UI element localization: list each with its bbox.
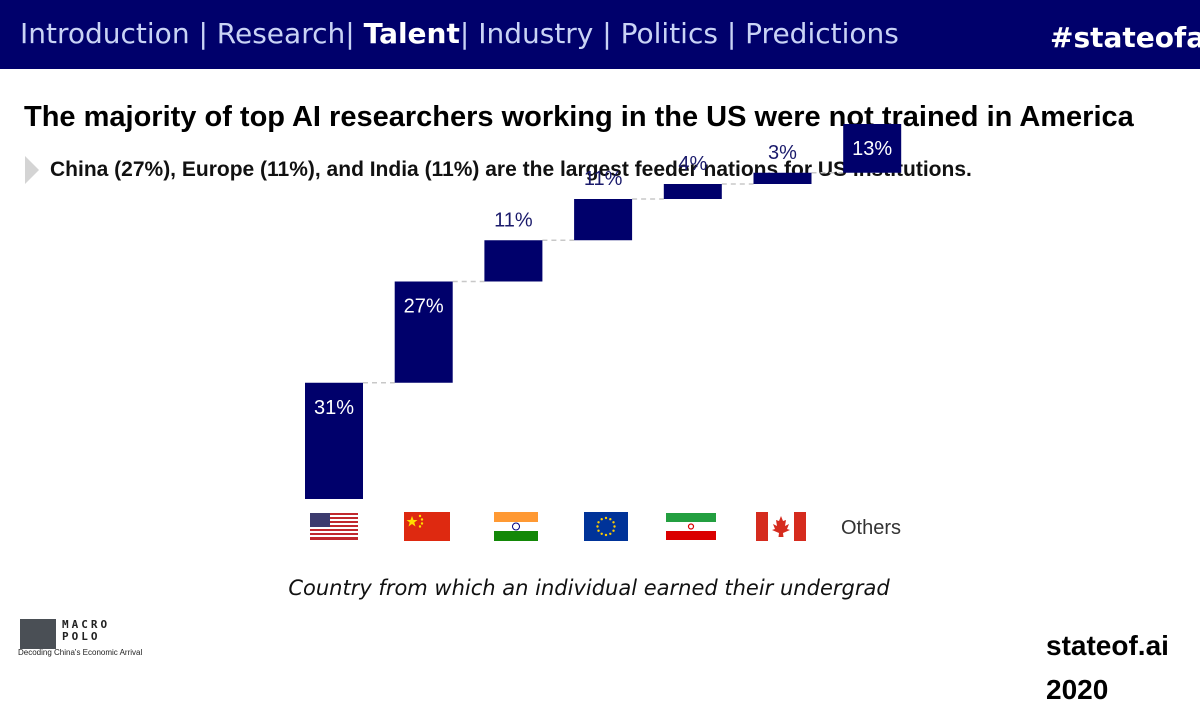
bars bbox=[305, 124, 902, 499]
value-label-china: 27% bbox=[404, 296, 444, 318]
nav-item-talent[interactable]: Talent bbox=[363, 17, 460, 50]
nav-item-research[interactable]: Research bbox=[216, 17, 346, 50]
eu-flag-icon bbox=[584, 512, 628, 541]
value-label-india: 11% bbox=[494, 209, 533, 231]
nav-item-introduction[interactable]: Introduction | bbox=[20, 17, 217, 50]
nav-item-rest[interactable]: | Industry | Politics | Predictions bbox=[459, 17, 899, 50]
logo-mark-icon bbox=[20, 619, 56, 649]
value-label-united-states: 31% bbox=[314, 397, 354, 419]
slide-subtitle: China (27%), Europe (11%), and India (11… bbox=[50, 158, 972, 181]
bullet-arrow-icon bbox=[25, 156, 39, 184]
india-flag-icon bbox=[494, 512, 538, 541]
logo-tagline: Decoding China's Economic Arrival bbox=[18, 648, 143, 657]
bar-united-states bbox=[305, 382, 363, 499]
bar-europe bbox=[574, 199, 633, 241]
bar-iran bbox=[663, 184, 722, 199]
value-label-others: 13% bbox=[852, 138, 892, 160]
us-flag-icon bbox=[310, 513, 358, 540]
value-label-europe: 11% bbox=[584, 168, 623, 190]
brand-footer: stateof.ai 2020 bbox=[1046, 630, 1169, 705]
value-labels: 31% 27% 11% 11% 4% 3% 13% bbox=[314, 138, 892, 419]
iran-flag-icon bbox=[666, 513, 716, 540]
waterfall-chart: 31% 27% 11% 11% 4% 3% 13% bbox=[305, 124, 902, 541]
china-flag-icon bbox=[404, 512, 450, 541]
header-bar: Introduction | Research| Talent| Industr… bbox=[0, 0, 1200, 69]
nav-separator: | bbox=[345, 17, 364, 50]
section-nav: Introduction | Research| Talent| Industr… bbox=[20, 17, 899, 50]
bar-india bbox=[484, 240, 543, 282]
canada-flag-icon bbox=[756, 512, 806, 541]
macro-polo-logo: MACRO POLO Decoding China's Economic Arr… bbox=[18, 616, 158, 662]
bar-canada bbox=[753, 172, 812, 184]
value-label-iran: 4% bbox=[678, 153, 707, 175]
hashtag: #stateofai bbox=[1050, 21, 1200, 54]
value-label-canada: 3% bbox=[768, 142, 797, 164]
chart-caption: Country from which an individual earned … bbox=[288, 576, 890, 600]
bar-china bbox=[394, 281, 453, 383]
bar-others bbox=[843, 124, 902, 173]
category-label-others: Others bbox=[841, 517, 901, 539]
slide-title: The majority of top AI researchers worki… bbox=[24, 101, 1134, 133]
logo-name: MACRO POLO bbox=[62, 618, 111, 643]
